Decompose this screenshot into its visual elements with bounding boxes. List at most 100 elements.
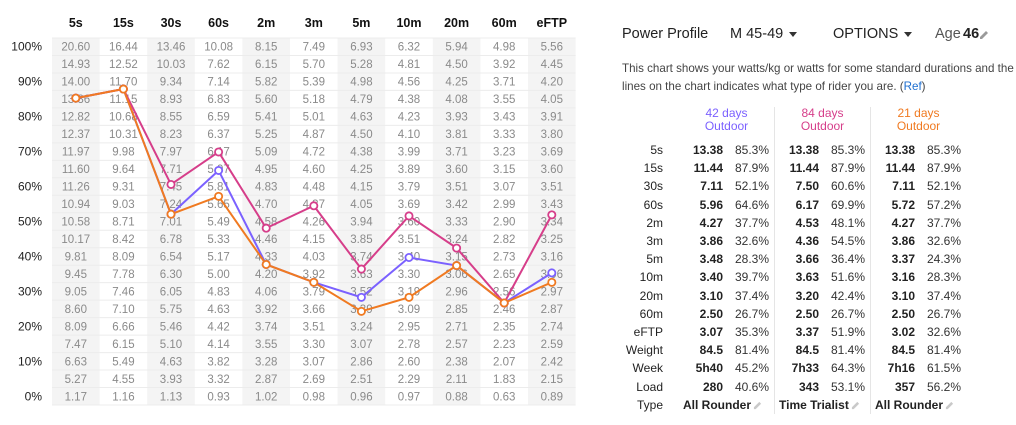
- row-percent: 37.7%: [926, 215, 961, 230]
- grid-value: 3.82: [207, 356, 229, 368]
- grid-value: 5.10: [160, 339, 182, 351]
- grid-value: 2.29: [398, 374, 420, 386]
- grid-value: 5.46: [160, 321, 182, 333]
- grid-value: 4.25: [445, 77, 467, 89]
- grid-value: 4.95: [255, 164, 277, 176]
- period-header[interactable]: 84 days Outdoor: [774, 107, 871, 141]
- grid-value: 2.78: [398, 339, 420, 351]
- grid-value: 4.98: [493, 42, 515, 54]
- period-header[interactable]: 42 days Outdoor: [679, 107, 775, 141]
- grid-value: 3.07: [350, 339, 372, 351]
- row-value: 13.38: [692, 143, 723, 158]
- row-value: 2.50: [699, 306, 723, 321]
- grid-value: 5.60: [255, 94, 277, 106]
- row-value: 3.86: [699, 234, 723, 249]
- rider-type[interactable]: Time Trialist: [774, 395, 871, 414]
- ref-link[interactable]: Ref: [903, 80, 922, 93]
- grid-value: 1.83: [493, 374, 515, 386]
- row-label: 10m: [639, 270, 663, 285]
- series-point: [452, 243, 462, 253]
- grid-value: 1.16: [112, 391, 134, 403]
- grid-value: 3.43: [493, 112, 515, 124]
- grid-value: 4.14: [207, 339, 230, 351]
- row-label: 20m: [639, 288, 663, 303]
- row-value: 4.36: [795, 234, 819, 249]
- row-value: 3.02: [891, 324, 915, 339]
- grid-value: 7.14: [207, 77, 230, 89]
- row-value: 11.44: [789, 161, 819, 176]
- age-value[interactable]: 46: [963, 26, 980, 42]
- category-dropdown[interactable]: M 45-49: [730, 26, 797, 42]
- grid-value: 3.51: [303, 321, 325, 333]
- series-point: [309, 201, 319, 211]
- grid-value: 2.87: [541, 304, 563, 316]
- row-value: 5.72: [891, 197, 915, 212]
- options-dropdown[interactable]: OPTIONS: [833, 26, 912, 42]
- grid-value: 7.10: [112, 304, 134, 316]
- percent-label: 70%: [18, 145, 42, 159]
- column-header: 5m: [352, 16, 370, 30]
- grid-value: 11.97: [62, 147, 90, 159]
- row-value: 84.5: [795, 343, 819, 358]
- pencil-icon[interactable]: [979, 28, 989, 44]
- row-percent: 52.1%: [926, 179, 961, 194]
- row-percent: 37.4%: [723, 286, 775, 305]
- grid-value: 4.81: [398, 59, 420, 71]
- grid-value: 3.28: [255, 356, 277, 368]
- row-value: 3.66: [795, 252, 819, 267]
- grid-value: 2.38: [445, 356, 467, 368]
- row-percent: 37.4%: [926, 288, 961, 303]
- profile-row: 60s 5.96 64.6% 6.17 69.9% 5.72 57.2%: [619, 195, 966, 214]
- row-percent: 32.6%: [926, 324, 961, 339]
- column-header: 60m: [492, 16, 517, 30]
- row-label: 3m: [646, 234, 663, 249]
- grid-value: 3.43: [541, 199, 563, 211]
- row-value: 280: [702, 379, 723, 394]
- grid-value: 6.63: [65, 356, 87, 368]
- grid-value: 3.15: [493, 164, 515, 176]
- row-percent: 35.3%: [723, 322, 775, 342]
- profile-row: 60m 2.50 26.7% 2.50 26.7% 2.50 26.7%: [619, 304, 966, 323]
- grid-value: 5.25: [255, 129, 277, 141]
- grid-value: 3.69: [541, 147, 563, 159]
- chart-svg: 5s 15s 30s 60s 2m 3m 5m 10m 20m 60m eFTP 100% 90% 80%…: [11, 16, 576, 406]
- grid-value: 0.63: [493, 391, 515, 403]
- grid-value: 2.74: [541, 321, 564, 333]
- row-percent: 64.3%: [819, 359, 871, 378]
- grid-value: 3.99: [398, 147, 420, 159]
- column-shade: [432, 38, 481, 405]
- grid-value: 8.09: [112, 251, 134, 263]
- period-header[interactable]: 21 days Outdoor: [871, 107, 967, 141]
- grid-value: 9.31: [112, 182, 134, 194]
- profile-row: Load 280 40.6% 343 53.1% 357 56.2%: [619, 377, 966, 396]
- grid-value: 11.60: [62, 164, 90, 176]
- row-percent: 51.6%: [819, 268, 871, 287]
- row-label: 5m: [646, 252, 663, 267]
- rider-type[interactable]: All Rounder: [679, 395, 775, 414]
- row-percent: 64.6%: [723, 195, 775, 214]
- grid-value: 5.09: [255, 147, 277, 159]
- row-value: 7.11: [892, 179, 915, 194]
- grid-value: 10.31: [109, 129, 138, 141]
- column-shade: [337, 38, 386, 405]
- pencil-icon: [945, 401, 954, 410]
- row-value: 4.53: [795, 215, 819, 230]
- grid-value: 5.00: [207, 269, 229, 281]
- grid-value: 4.48: [303, 182, 325, 194]
- profile-header: Power Profile M 45-49 OPTIONS Age 46: [622, 26, 1016, 48]
- column-header: 20m: [444, 16, 469, 30]
- grid-value: 6.59: [207, 112, 229, 124]
- type-row: Type All Rounder Time Trialist All Rounder: [619, 395, 967, 414]
- grid-value: 16.44: [109, 42, 138, 54]
- grid-value: 2.65: [493, 269, 515, 281]
- row-value: 3.63: [795, 270, 819, 285]
- row-percent: 36.4%: [819, 250, 871, 269]
- grid-value: 6.15: [112, 339, 134, 351]
- grid-value: 4.50: [350, 129, 372, 141]
- rider-type[interactable]: All Rounder: [871, 396, 967, 414]
- grid-value: 3.92: [303, 269, 325, 281]
- row-value: 3.40: [699, 270, 723, 285]
- grid-value: 4.50: [445, 59, 467, 71]
- percent-label: 0%: [25, 389, 43, 403]
- grid-value: 4.79: [350, 94, 372, 106]
